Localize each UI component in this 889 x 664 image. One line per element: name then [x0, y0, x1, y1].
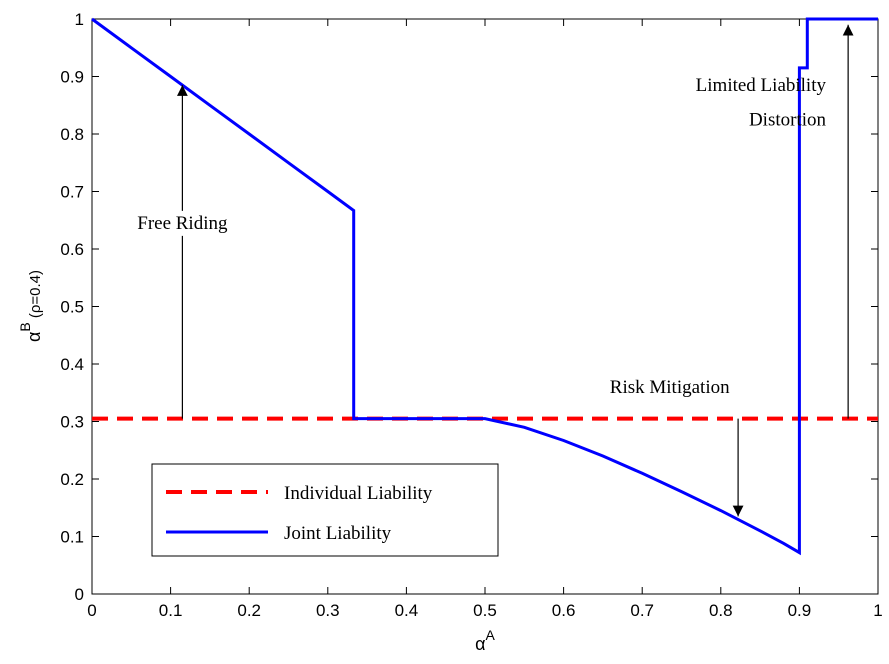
- y-tick-label: 0.3: [60, 413, 84, 432]
- y-tick-label: 0.5: [60, 298, 84, 317]
- x-tick-label: 0.1: [159, 601, 183, 620]
- plot-area: 0 0.1 0.2 0.3 0.4 0.5 0.6 0.7 0.8 0.9 1 0 0.1 0.2 0.3 0…: [60, 10, 882, 620]
- legend-entry: Individual Liability: [284, 483, 433, 504]
- x-tick-label: 0.8: [709, 601, 733, 620]
- x-tick-label: 0.5: [473, 601, 497, 620]
- series-line-joint-liability: [91, 17, 878, 556]
- legend-entry: Joint Liability: [284, 523, 392, 544]
- y-tick-label: 0.7: [60, 183, 84, 202]
- annotation-label: Limited Liability: [696, 75, 827, 96]
- y-axis-label: αB (ρ=0.4): [17, 270, 44, 342]
- x-tick-label: 0.4: [395, 601, 419, 620]
- x-tick-label: 0: [87, 601, 96, 620]
- y-tick-label: 0.8: [60, 125, 84, 144]
- y-tick-label: 0.2: [60, 470, 84, 489]
- y-tick-label: 1: [75, 10, 84, 29]
- annotation-label: Risk Mitigation: [610, 377, 730, 398]
- annotation-label: Distortion: [749, 109, 827, 130]
- y-tick-label: 0.4: [60, 355, 84, 374]
- x-tick-label: 0.7: [630, 601, 654, 620]
- y-tick-label: 0.9: [60, 68, 84, 87]
- x-axis-label: αA: [475, 627, 495, 654]
- x-tick-label: 0.2: [237, 601, 261, 620]
- x-tick-label: 0.6: [552, 601, 576, 620]
- y-tick-label: 0.1: [60, 528, 84, 547]
- legend: Individual Liability Joint Liability: [151, 463, 499, 557]
- legend-box: [151, 463, 499, 557]
- annotation-label-bg: [134, 210, 232, 236]
- x-tick-label: 0.3: [316, 601, 340, 620]
- x-tick-label: 0.9: [788, 601, 812, 620]
- y-tick-label: 0.6: [60, 240, 84, 259]
- x-tick-label: 1: [873, 601, 882, 620]
- annotation-label: Free Riding: [137, 213, 228, 234]
- y-tick-label: 0: [75, 585, 84, 604]
